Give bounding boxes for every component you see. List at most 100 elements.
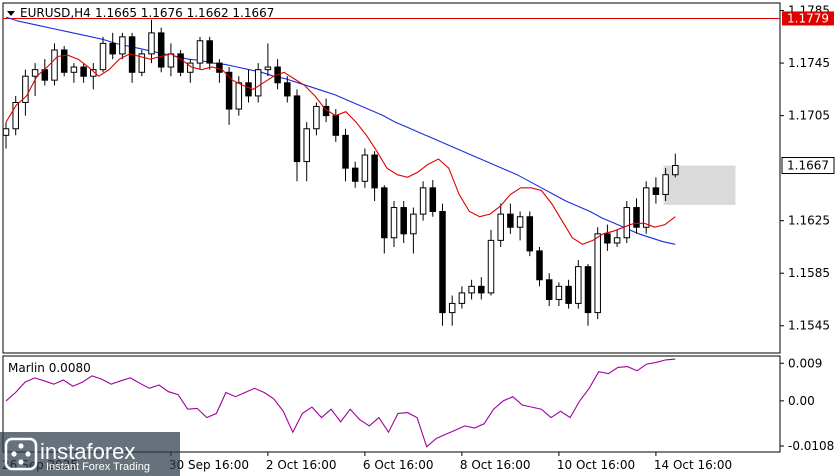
candle xyxy=(90,63,97,90)
candle xyxy=(216,59,223,83)
candle xyxy=(157,27,165,73)
candle xyxy=(381,185,388,254)
candle xyxy=(284,76,291,103)
candle-body xyxy=(439,210,446,314)
candle-body xyxy=(90,69,97,77)
watermark-tagline: Instant Forex Trading xyxy=(46,461,150,473)
candle xyxy=(206,36,213,70)
level-price-label: 1.1779 xyxy=(787,11,829,25)
price-panel[interactable]: 1.17851.17451.17051.16251.15851.15451.17… xyxy=(2,2,835,354)
candles-layer xyxy=(2,19,679,326)
candle-body xyxy=(652,187,660,195)
candle xyxy=(225,67,233,125)
candle-body xyxy=(623,207,631,239)
time-tick-label: 30 Sep 16:00 xyxy=(169,458,249,472)
candle xyxy=(41,59,49,86)
candle-body xyxy=(516,216,524,228)
candle xyxy=(613,229,621,247)
candle-body xyxy=(555,285,563,300)
fast-ma-line xyxy=(5,53,676,245)
candle-body xyxy=(119,36,126,55)
candle-body xyxy=(536,250,543,281)
candle xyxy=(390,200,398,247)
candle xyxy=(177,49,184,77)
candle xyxy=(303,122,310,182)
symbol-label: EURUSD,H4 xyxy=(20,6,91,20)
price-tick-label: 1.1545 xyxy=(788,319,830,333)
candle xyxy=(400,200,407,244)
candle-body xyxy=(633,207,640,228)
candle xyxy=(458,286,466,309)
candle xyxy=(497,203,504,247)
candle xyxy=(264,43,272,77)
collapse-triangle-icon[interactable] xyxy=(7,11,15,16)
candle xyxy=(361,148,369,188)
current-price-box xyxy=(781,157,835,175)
candle-body xyxy=(31,69,39,77)
candle xyxy=(2,122,10,149)
candle xyxy=(439,203,446,326)
candle-body xyxy=(332,115,340,136)
candle-body xyxy=(80,66,87,77)
candle xyxy=(70,63,78,83)
price-tick-label: 1.1585 xyxy=(788,266,830,280)
candle-body xyxy=(138,53,146,73)
candle xyxy=(642,181,650,234)
candle-body xyxy=(99,42,107,71)
candle-body xyxy=(429,187,437,212)
candle xyxy=(633,198,640,234)
candle-body xyxy=(254,69,262,97)
candle xyxy=(128,32,136,83)
marlin-line xyxy=(5,358,676,448)
candle xyxy=(419,181,427,221)
candle-body xyxy=(575,266,582,304)
oscillator-axis: 0.009 0.00 -0.0108 xyxy=(780,356,834,453)
osc-tick-label: 0.00 xyxy=(788,394,815,408)
candle xyxy=(148,19,155,64)
candle xyxy=(80,63,87,83)
candle xyxy=(604,224,611,251)
candle-body xyxy=(381,187,388,239)
candle xyxy=(594,227,601,320)
candle xyxy=(109,32,116,60)
slow-ma-line xyxy=(5,16,676,245)
candle xyxy=(662,168,669,201)
candle-body xyxy=(410,213,417,235)
candle xyxy=(51,43,58,86)
candle-body xyxy=(468,285,475,294)
candle-body xyxy=(60,49,68,73)
candle xyxy=(60,46,68,77)
candle xyxy=(293,89,301,182)
candle-body xyxy=(419,187,427,215)
oscillator-panel[interactable]: 0.009 0.00 -0.0108 Marlin 0.0080 xyxy=(2,355,834,453)
candle xyxy=(565,279,572,309)
candle-body xyxy=(478,285,485,294)
candle xyxy=(672,153,679,178)
candle xyxy=(536,246,543,287)
candle-body xyxy=(400,207,407,235)
candle xyxy=(254,63,262,103)
candle xyxy=(371,151,378,201)
candle xyxy=(22,69,29,116)
candle-body xyxy=(526,216,534,252)
candle-body xyxy=(545,279,553,300)
candle-body xyxy=(284,82,291,97)
candle-body xyxy=(196,40,204,64)
candle-body xyxy=(371,154,378,189)
candle xyxy=(245,69,252,103)
price-tick-label: 1.1625 xyxy=(788,214,830,228)
candle-body xyxy=(342,134,349,169)
candle-body xyxy=(390,207,398,239)
candle xyxy=(12,95,19,136)
candle xyxy=(448,295,456,326)
candle-body xyxy=(507,213,514,228)
candle xyxy=(167,43,175,77)
candle xyxy=(507,203,514,234)
candle-body xyxy=(235,82,243,110)
candle-body xyxy=(225,71,233,110)
candle-body xyxy=(458,292,466,304)
candle xyxy=(526,211,534,257)
candle-body xyxy=(672,165,679,176)
current-price-label: 1.1667 xyxy=(787,159,829,173)
